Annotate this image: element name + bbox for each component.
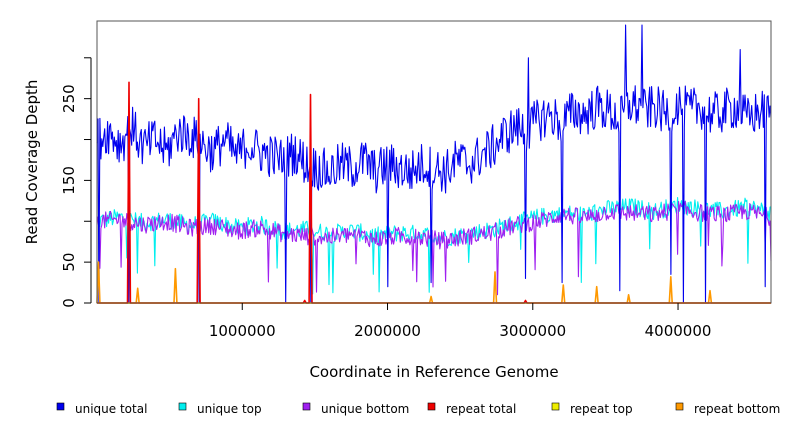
legend-item: unique bottom	[302, 402, 409, 416]
y-axis-title: Read Coverage Depth	[23, 80, 41, 245]
series-unique-bottom	[96, 200, 772, 296]
legend-swatch	[302, 402, 311, 411]
series-repeat-total	[97, 81, 771, 304]
legend-item: repeat total	[427, 402, 516, 416]
y-tick-label: 50	[60, 253, 78, 272]
series-line	[97, 81, 771, 304]
legend-swatch	[427, 402, 436, 411]
legend-label: repeat top	[570, 402, 633, 416]
x-tick-label: 1000000	[209, 322, 276, 340]
legend-item: repeat top	[551, 402, 633, 416]
x-axis-title: Coordinate in Reference Genome	[309, 363, 558, 381]
series-line	[96, 24, 772, 304]
y-tick-label: 0	[60, 298, 78, 308]
legend-swatch	[56, 402, 65, 411]
legend-swatch	[551, 402, 560, 411]
series-unique-total	[96, 24, 772, 304]
y-tick-label: 250	[60, 84, 78, 113]
legend-label: repeat total	[446, 402, 516, 416]
x-axis: 1000000 2000000 3000000 4000000	[209, 303, 712, 340]
series-line	[96, 200, 772, 296]
legend-label: unique bottom	[321, 402, 409, 416]
x-tick-label: 2000000	[354, 322, 421, 340]
y-tick-label: 150	[60, 166, 78, 195]
legend-swatch	[178, 402, 187, 411]
legend-item: unique total	[56, 402, 147, 416]
x-tick-label: 3000000	[499, 322, 566, 340]
legend-item: unique top	[178, 402, 262, 416]
legend-item: repeat bottom	[675, 402, 780, 416]
x-tick-label: 4000000	[645, 322, 712, 340]
legend-label: unique total	[75, 402, 147, 416]
legend-label: repeat bottom	[694, 402, 780, 416]
legend-swatch	[675, 402, 684, 411]
legend: unique total unique top unique bottom repea…	[56, 402, 780, 416]
y-axis: 0 50 150 250	[60, 57, 92, 308]
plot-frame	[96, 20, 772, 304]
legend-label: unique top	[197, 402, 262, 416]
